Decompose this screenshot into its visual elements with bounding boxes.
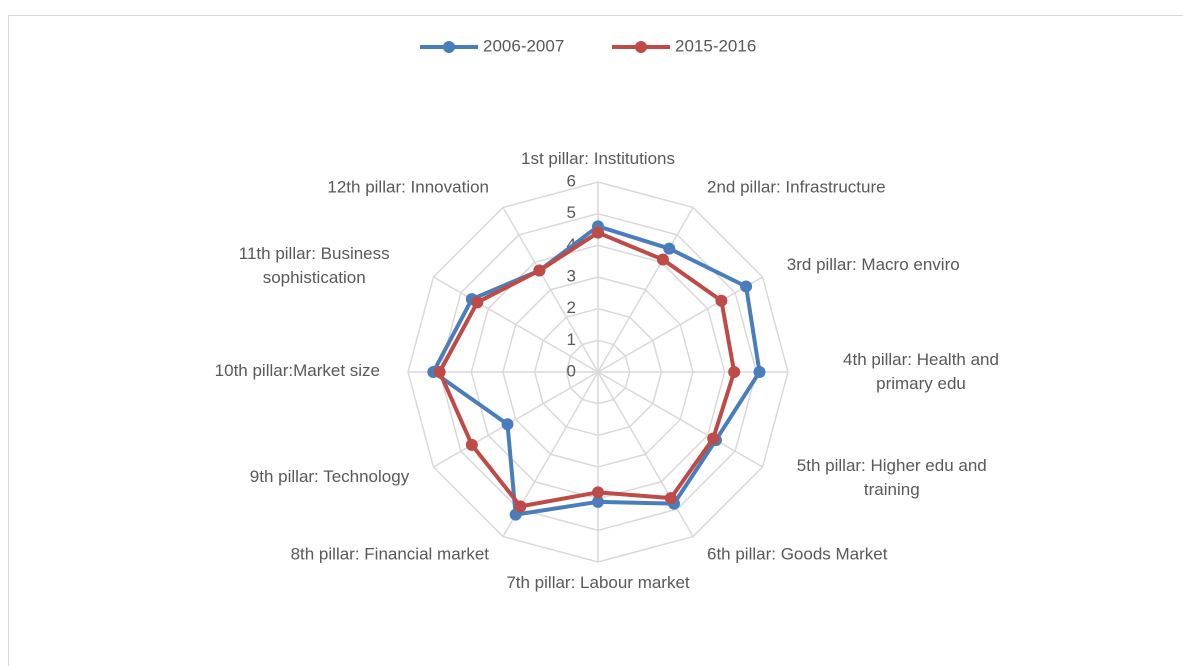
- grid-spoke: [433, 276, 599, 373]
- series-marker: [753, 366, 766, 378]
- r-tick-label: 5: [567, 203, 576, 222]
- grid-spoke: [502, 207, 599, 373]
- r-tick-label: 3: [567, 266, 576, 285]
- category-label: 10th pillar:Market size: [215, 361, 380, 380]
- category-label: 1st pillar: Institutions: [521, 149, 675, 168]
- category-label: 5th pillar: Higher edu and training: [797, 456, 987, 499]
- series-marker: [664, 492, 677, 505]
- series-marker: [728, 366, 741, 378]
- series-marker: [592, 495, 604, 508]
- r-tick-label: 6: [567, 171, 576, 190]
- category-label: 3rd pillar: Macro enviro: [787, 255, 960, 274]
- series-marker: [514, 500, 527, 513]
- series-marker: [707, 432, 720, 445]
- category-label: 4th pillar: Health and primary edu: [843, 350, 999, 393]
- grid-spoke: [597, 371, 763, 468]
- series-marker: [663, 242, 676, 255]
- grid-spoke: [597, 371, 694, 537]
- series-marker: [465, 438, 478, 451]
- category-label: 8th pillar: Financial market: [291, 545, 490, 564]
- category-label: 9th pillar: Technology: [250, 467, 410, 486]
- series-marker: [471, 296, 484, 309]
- grid-spoke: [597, 207, 694, 373]
- category-label: 11th pillar: Business sophistication: [239, 244, 390, 287]
- category-label: 12th pillar: Innovation: [327, 178, 489, 197]
- series-marker: [533, 264, 546, 277]
- r-tick-label: 1: [567, 330, 576, 349]
- category-label: 7th pillar: Labour market: [506, 573, 690, 592]
- legend-marker: [443, 41, 455, 53]
- category-label: 6th pillar: Goods Market: [707, 545, 888, 564]
- grid-spoke: [597, 276, 763, 373]
- series-marker: [715, 294, 728, 307]
- series-marker: [501, 418, 514, 431]
- legend-marker: [635, 41, 647, 53]
- category-label: 2nd pillar: Infrastructure: [707, 178, 886, 197]
- r-tick-label: 0: [567, 361, 576, 380]
- series-marker: [592, 486, 604, 499]
- series-marker: [740, 280, 753, 293]
- series-marker: [656, 253, 669, 266]
- legend-label: 2006-2007: [483, 36, 564, 55]
- series-marker: [592, 226, 604, 239]
- legend-label: 2015-2016: [675, 36, 756, 55]
- series-marker: [433, 366, 446, 378]
- grid-spoke: [433, 371, 599, 468]
- r-tick-label: 2: [567, 298, 576, 317]
